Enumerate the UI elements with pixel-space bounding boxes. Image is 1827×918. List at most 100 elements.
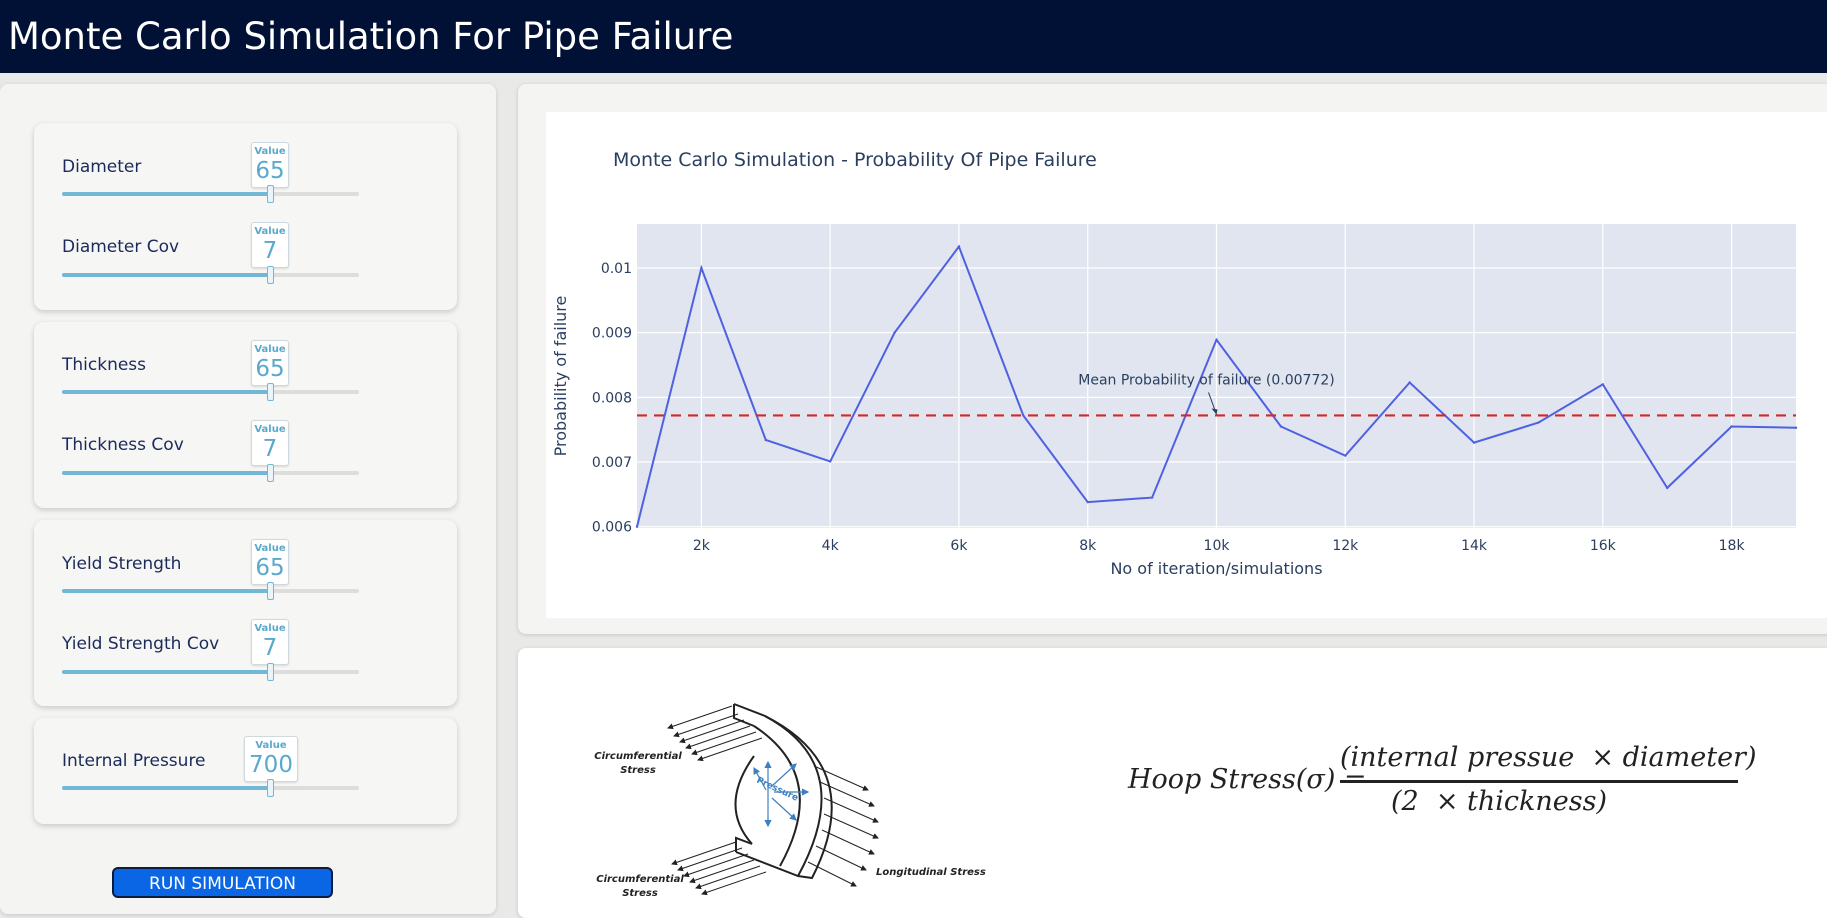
header-bar: Monte Carlo Simulation For Pipe Failure	[0, 0, 1827, 73]
thickness-value-box: Value 65	[251, 340, 289, 386]
yield-strength-value: 65	[255, 555, 285, 581]
y-tick-label: 0.006	[592, 520, 632, 536]
circumferential-stress-arrows-top	[667, 705, 763, 762]
yield-strength-cov-label: Yield Strength Cov	[62, 634, 220, 654]
run-simulation-button[interactable]: RUN SIMULATION	[112, 867, 333, 898]
data-point	[828, 460, 832, 463]
data-point	[1086, 500, 1089, 504]
slider-fill	[62, 273, 270, 277]
slider-handle[interactable]	[266, 779, 274, 797]
diameter-cov-slider[interactable]	[62, 266, 359, 284]
internal-pressure-value-box: Value 700	[244, 736, 298, 782]
slider-fill	[62, 589, 270, 593]
longitudinal-stress-label: Longitudinal Stress	[876, 867, 986, 878]
y-tick-label: 0.007	[592, 455, 632, 471]
internal-pressure-label: Internal Pressure	[62, 751, 206, 771]
yield-strength-cov-value: 7	[262, 635, 278, 661]
data-point	[893, 331, 896, 334]
thickness-cov-label: Thickness Cov	[62, 435, 184, 455]
value-caption: Value	[254, 146, 286, 157]
diameter-cov-value-box: Value 7	[251, 222, 289, 268]
slider-fill	[62, 786, 270, 790]
y-tick-label: 0.008	[592, 390, 632, 406]
diameter-cov-value: 7	[262, 238, 278, 264]
x-tick-label: 14k	[1461, 538, 1488, 554]
value-caption: Value	[254, 344, 286, 355]
pipe-section-icon	[733, 703, 833, 880]
slider-handle[interactable]	[266, 383, 274, 401]
data-point	[700, 266, 703, 270]
internal-pressure-value: 700	[249, 752, 293, 778]
diameter-cov-label: Diameter Cov	[62, 237, 180, 257]
slider-handle[interactable]	[266, 663, 274, 681]
slider-handle[interactable]	[266, 582, 274, 600]
slider-handle[interactable]	[266, 185, 274, 203]
circumferential-stress-top-label-2: Stress	[620, 765, 656, 776]
annotation-arrowhead	[1211, 408, 1218, 415]
slider-handle[interactable]	[266, 464, 274, 482]
thickness-cov-value-box: Value 7	[251, 420, 289, 466]
yield-strength-cov-value-box: Value 7	[251, 619, 289, 665]
data-point	[1601, 383, 1605, 386]
pressure-arrows	[753, 760, 810, 828]
page-title: Monte Carlo Simulation For Pipe Failure	[8, 15, 734, 58]
circumferential-stress-bottom-label: Circumferential	[596, 874, 684, 885]
y-axis-label: Probability of failure	[551, 296, 570, 457]
slider-handle[interactable]	[266, 266, 274, 284]
x-tick-label: 2k	[693, 538, 711, 554]
diameter-label: Diameter	[62, 157, 142, 177]
data-point	[1472, 441, 1476, 444]
failure-probability-chart: Monte Carlo Simulation - Probability Of …	[551, 149, 1798, 578]
y-tick-label: 0.01	[601, 261, 632, 277]
data-point	[764, 438, 767, 442]
internal-pressure-card: Internal Pressure Value 700	[34, 718, 457, 824]
circumferential-stress-top-label: Circumferential	[594, 751, 682, 762]
x-tick-label: 10k	[1204, 538, 1231, 554]
thickness-slider[interactable]	[62, 383, 359, 401]
y-tick-label: 0.009	[592, 326, 632, 342]
yield-strength-slider[interactable]	[62, 582, 359, 600]
yield-strength-card: Yield Strength Value 65 Yield Strength C…	[34, 520, 457, 706]
yield-strength-label: Yield Strength	[62, 554, 182, 574]
slider-fill	[62, 192, 270, 196]
fraction-bar	[1340, 780, 1738, 783]
data-point	[1279, 425, 1283, 428]
data-point	[1730, 425, 1733, 428]
internal-pressure-slider[interactable]	[62, 779, 359, 797]
formula-lhs: Hoop Stress(σ) =	[1128, 764, 1367, 795]
data-point	[1794, 426, 1798, 429]
thickness-cov-slider[interactable]	[62, 464, 359, 482]
yield-strength-value-box: Value 65	[251, 539, 289, 585]
x-tick-label: 12k	[1332, 538, 1359, 554]
thickness-cov-value: 7	[262, 436, 278, 462]
diameter-value: 65	[255, 158, 285, 184]
x-tick-label: 16k	[1590, 538, 1617, 554]
diameter-value-box: Value 65	[251, 142, 289, 188]
chart-title: Monte Carlo Simulation - Probability Of …	[613, 149, 1097, 171]
data-point	[1022, 414, 1025, 417]
data-point	[1666, 486, 1669, 490]
yield-strength-cov-slider[interactable]	[62, 663, 359, 681]
value-caption: Value	[254, 543, 286, 554]
x-tick-label: 18k	[1719, 538, 1746, 554]
value-caption: Value	[254, 623, 286, 634]
longitudinal-stress-arrows	[807, 765, 879, 887]
slider-fill	[62, 471, 270, 475]
value-caption: Value	[254, 226, 286, 237]
data-point	[1215, 338, 1218, 341]
data-point	[635, 525, 639, 528]
formula-numerator: (internal pressue × diameter)	[1340, 742, 1757, 773]
data-point	[957, 245, 961, 248]
slider-fill	[62, 390, 270, 394]
mean-annotation: Mean Probability of failure (0.00772)	[1078, 372, 1334, 388]
value-caption: Value	[255, 740, 287, 751]
x-tick-label: 8k	[1079, 538, 1097, 554]
data-point	[1537, 421, 1540, 424]
value-caption: Value	[254, 424, 286, 435]
slider-fill	[62, 670, 270, 674]
chart-container: Monte Carlo Simulation - Probability Of …	[546, 112, 1827, 618]
circumferential-stress-arrows-bottom	[671, 841, 767, 896]
diameter-slider[interactable]	[62, 185, 359, 203]
data-point	[1344, 454, 1347, 457]
formula-panel: Pressure Circumferential Stress Circumfe…	[518, 648, 1827, 918]
